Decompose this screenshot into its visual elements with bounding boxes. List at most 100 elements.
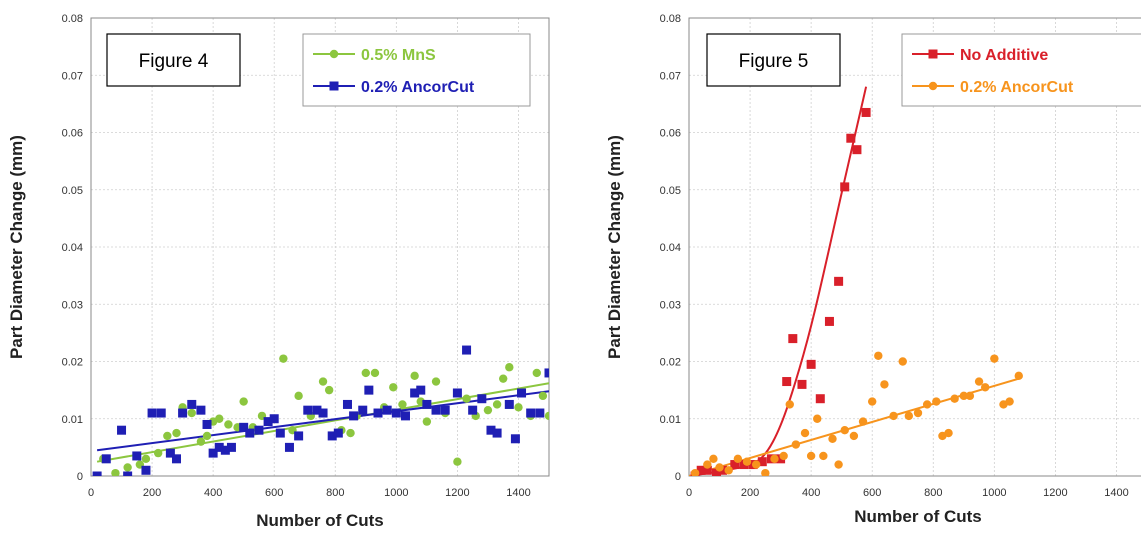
series-2-point: [373, 408, 383, 418]
series-2-point: [410, 388, 420, 398]
series-2-point: [544, 368, 549, 378]
legend-swatch-marker: [928, 81, 938, 91]
series-1-point: [797, 379, 807, 389]
series-2-point: [208, 448, 218, 458]
series-2-point: [452, 388, 462, 398]
series-2-point: [742, 457, 752, 466]
series-1-point: [532, 368, 541, 378]
series-1-point: [141, 454, 151, 464]
y-tick-label: 0.04: [660, 242, 681, 254]
series-2-point: [327, 431, 337, 441]
series-2-point: [690, 468, 700, 476]
series-2-point: [785, 400, 794, 409]
series-2-point: [1014, 371, 1023, 381]
x-axis-label: Number of Cuts: [854, 507, 982, 526]
series-1-point: [782, 377, 792, 387]
series-2-point: [92, 471, 102, 476]
series-2-point: [400, 411, 410, 421]
legend-label: No Additive: [960, 47, 1048, 64]
series-2-point: [132, 451, 142, 461]
series-2-point: [813, 414, 822, 423]
series-1-point: [153, 448, 163, 458]
series-2-point: [486, 425, 496, 435]
series-1-point: [431, 377, 441, 386]
x-tick-label: 800: [924, 487, 942, 499]
series-2-point: [220, 445, 230, 455]
legend-swatch-marker: [329, 81, 339, 91]
series-2-point: [510, 434, 520, 444]
series-2-point: [492, 428, 502, 438]
series-2-point: [889, 411, 898, 421]
y-tick-label: 0.03: [62, 299, 83, 311]
series-2-point: [724, 466, 733, 475]
series-2-point: [535, 408, 545, 418]
legend-box: [302, 33, 531, 107]
series-2-point: [156, 408, 166, 418]
series-2-point: [800, 428, 810, 438]
chart-2: 0 0.01 0.02 0.03 0.04 0.05 0.06 0.07 0.08 0 200 400…: [605, 13, 1141, 526]
series-2-point: [416, 385, 426, 395]
series-layer: [92, 345, 549, 476]
series-2-point: [318, 408, 328, 418]
series-1-point: [824, 316, 834, 326]
series-1-point: [123, 463, 132, 472]
series-2-point: [703, 460, 712, 469]
series-2-point: [922, 400, 932, 409]
series-2-point: [761, 468, 770, 476]
chart-1: 0 0.01 0.02 0.03 0.04 0.05 0.06 0.07 0.08 0 200 400…: [7, 13, 550, 530]
legend-swatch-marker: [928, 49, 938, 59]
series-2-point: [874, 351, 883, 360]
series-2-point: [517, 388, 527, 398]
series-2-point: [342, 399, 352, 409]
y-tick-label: 0.05: [62, 185, 83, 197]
series-2-point: [477, 394, 487, 404]
series-2-point: [263, 417, 273, 427]
series-2-point: [965, 391, 975, 401]
series-2-point: [791, 440, 801, 449]
y-tick-label: 0.06: [660, 128, 681, 140]
series-1-point: [346, 428, 355, 438]
series-1-point: [215, 414, 224, 423]
series-2-point: [468, 405, 478, 415]
series-2-point: [382, 405, 392, 415]
series-1-point: [324, 385, 334, 395]
series-2-point: [858, 417, 868, 426]
plot-border: [688, 17, 1141, 477]
series-1-point: [538, 391, 548, 401]
series-2-point: [751, 460, 761, 469]
series-1-point: [361, 368, 370, 378]
series-2-point: [840, 426, 849, 435]
series-1-point: [815, 394, 825, 404]
series-1-point: [505, 363, 514, 372]
series-2-point: [819, 451, 828, 461]
series-2-point: [980, 383, 990, 392]
title-box: [706, 33, 841, 87]
y-tick-label: 0.08: [62, 13, 83, 25]
y-tick-label: 0: [675, 471, 681, 483]
series-2-point: [828, 434, 837, 443]
series-1-point: [224, 420, 233, 429]
series-2-point: [990, 354, 999, 363]
series-2-point: [974, 377, 984, 386]
series-2-point: [333, 428, 343, 438]
x-tick-label: 400: [204, 487, 222, 499]
series-2-point: [834, 460, 843, 469]
series-1-point: [806, 359, 816, 369]
series-2-point: [187, 399, 197, 409]
series-2-point: [358, 405, 368, 415]
series-1-point: [294, 391, 303, 401]
series-2-point: [101, 454, 111, 464]
x-axis-label: Number of Cuts: [256, 511, 384, 530]
series-1-point: [370, 368, 380, 378]
series-2-point: [913, 408, 923, 418]
series-2-point: [709, 454, 718, 464]
series-2-point: [269, 414, 279, 424]
series-1-point: [492, 400, 502, 409]
series-2-point: [239, 422, 249, 432]
x-tick-label: 200: [741, 487, 759, 499]
series-2-point: [462, 345, 472, 355]
series-1-point: [422, 417, 432, 426]
series-1-point: [711, 468, 721, 476]
y-tick-label: 0: [77, 471, 83, 483]
